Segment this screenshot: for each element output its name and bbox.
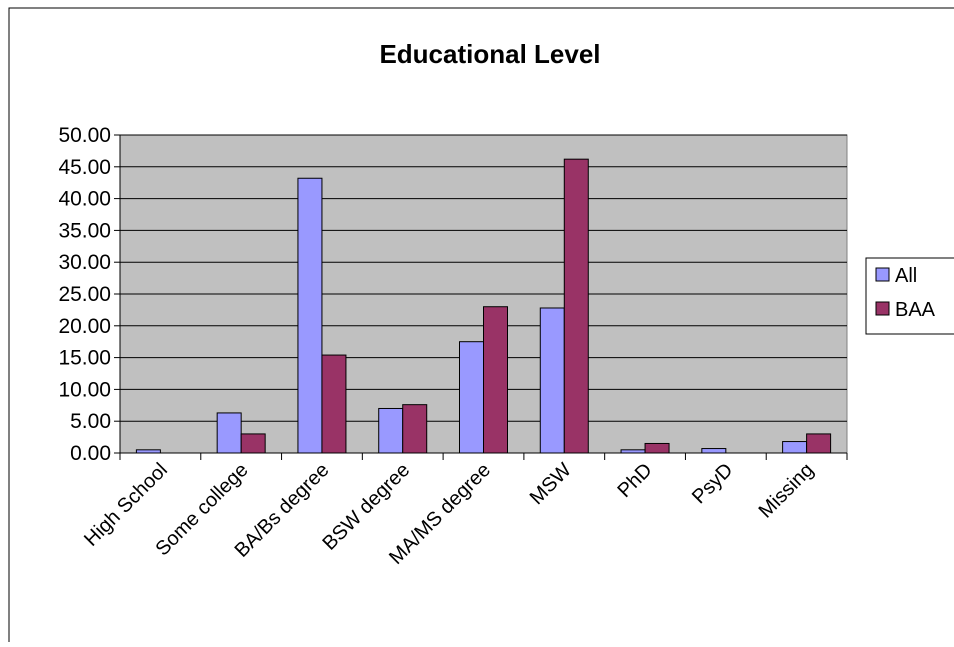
legend-swatch-baa: [875, 301, 890, 316]
gridlines: [120, 134, 847, 422]
y-tick-label: 25.00: [58, 283, 111, 306]
bar-baa: [563, 158, 589, 454]
y-tick-label: 50.00: [58, 124, 111, 147]
bar-baa: [321, 354, 347, 454]
y-tick-label: 35.00: [58, 219, 111, 242]
legend-label-baa: BAA: [895, 299, 936, 321]
y-axis: 0.00 5.00 10.00 15.00 20.00 25.00 30.00 35.00 40…: [58, 124, 121, 465]
bar-all: [701, 448, 727, 454]
y-tick-label: 45.00: [58, 156, 111, 179]
bar-all: [782, 441, 808, 454]
legend-label-all: All: [895, 265, 917, 287]
y-tick-label: 10.00: [58, 378, 111, 401]
bar-baa: [402, 404, 428, 454]
bar-baa: [644, 442, 670, 454]
bars: [135, 158, 832, 454]
y-tick-label: 40.00: [58, 188, 111, 211]
bar-all: [539, 307, 565, 454]
bar-baa: [806, 433, 832, 454]
y-tick-label: 5.00: [70, 410, 111, 433]
legend: All BAA: [865, 257, 954, 335]
y-tick-label: 20.00: [58, 315, 111, 338]
bar-baa: [240, 433, 266, 454]
bar-all: [459, 341, 484, 454]
bar-all: [216, 412, 242, 454]
bar-all: [297, 177, 323, 454]
bar-all: [378, 407, 404, 454]
legend-swatch-all: [875, 267, 890, 282]
bar-baa: [483, 306, 508, 454]
y-tick-label: 15.00: [58, 347, 111, 370]
y-tick-label: 30.00: [58, 251, 111, 274]
y-tick-label: 0.00: [70, 442, 111, 465]
chart-title: Educational Level: [379, 39, 600, 69]
